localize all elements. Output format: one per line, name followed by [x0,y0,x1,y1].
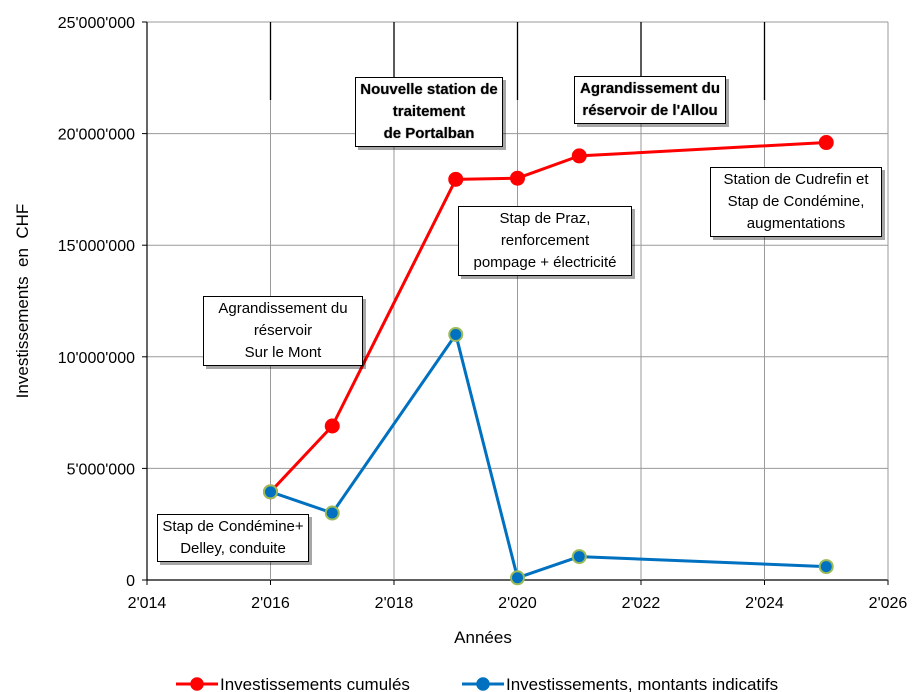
data-point-1 [818,559,834,575]
data-point-0 [324,418,340,434]
x-tick-label: 2'014 [128,595,167,612]
series-markers [263,135,834,586]
data-point-0 [510,170,525,186]
annotation-condemine: Stap de Condémine+ Delley, conduite [157,514,309,562]
data-point-1 [510,570,525,586]
y-tick-label: 15'000'000 [58,238,135,255]
data-point-1 [571,549,587,565]
x-tick-label: 2'020 [498,595,537,612]
data-point-1 [263,484,278,500]
series-lines [269,141,827,580]
data-point-1 [448,326,464,342]
y-tick-label: 10'000'000 [58,350,135,367]
y-tick-label: 25'000'000 [58,15,135,32]
y-tick-label: 0 [126,573,135,590]
y-tick-label: 5'000'000 [67,461,136,478]
x-axis-tick-labels: 2'014 2'016 2'018 2'020 2'022 2'024 2'026 [128,595,908,612]
x-tick-label: 2'026 [869,595,908,612]
annotation-cudrefin: Station de Cudrefin et Stap de Condémine… [710,167,882,237]
data-point-0 [448,171,464,187]
series-line-0 [269,141,827,493]
y-axis-tick-labels: 0 5'000'000 10'000'000 15'000'000 20'000'000… [58,15,135,590]
annotation-sur-le-mont: Agrandissement du réservoir Sur le Mont [203,296,363,366]
y-tick-label: 20'000'000 [58,127,135,144]
y-axis-title: Investissements en CHF [13,204,32,399]
legend-marker-indicatifs [476,677,490,691]
annotation-allou: Agrandissement du réservoir de l'Allou [574,76,726,124]
series-line-1 [270,333,827,580]
x-tick-label: 2'022 [622,595,661,612]
legend-label-indicatifs: Investissements, montants indicatifs [506,675,778,692]
legend-marker-cumules [190,677,204,691]
annotation-praz: Stap de Praz, renforcement pompage + éle… [458,206,632,276]
legend-label-cumules: Investissements cumulés [220,675,410,692]
x-tick-label: 2'016 [251,595,290,612]
data-point-0 [571,148,587,164]
annotation-portalban: Nouvelle station de traitement de Portal… [355,77,503,147]
x-tick-label: 2'024 [745,595,784,612]
data-point-0 [818,135,834,151]
x-tick-label: 2'018 [375,595,414,612]
x-axis-title: Années [454,628,512,647]
data-point-1 [324,505,340,521]
legend: Investissements cumulés Investissements,… [176,675,778,692]
